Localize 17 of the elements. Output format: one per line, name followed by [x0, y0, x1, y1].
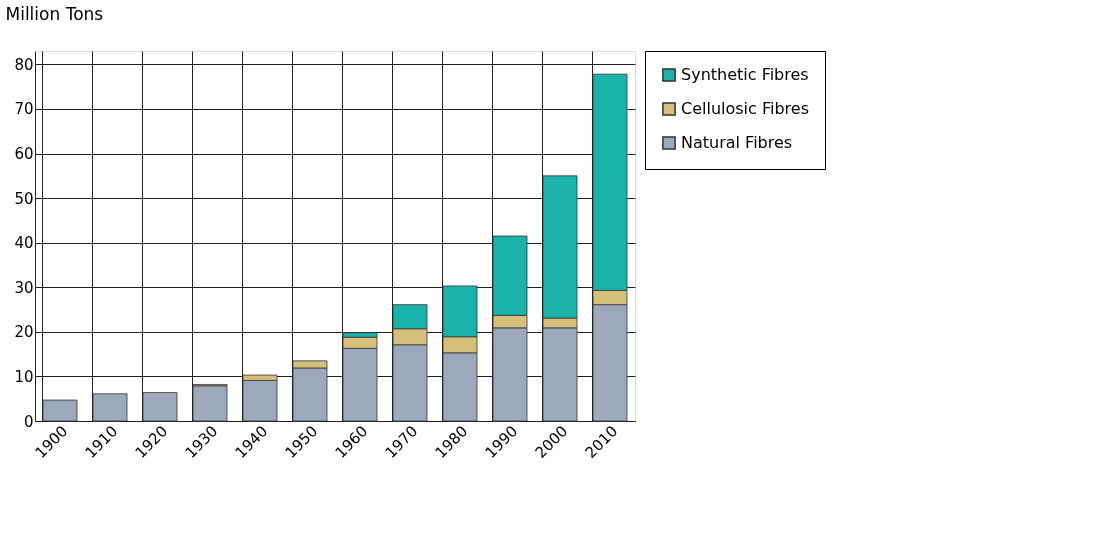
- y-tick-label: 0: [23, 412, 34, 431]
- y-axis-title: Million Tons: [5, 3, 104, 24]
- bar: [192, 385, 228, 422]
- legend-label: Cellulosic Fibres: [681, 99, 809, 118]
- bar: [92, 393, 128, 422]
- y-tick-label: 20: [14, 323, 34, 342]
- y-tick-label: 10: [14, 367, 34, 386]
- y-tick-label: 50: [14, 189, 34, 208]
- y-tick-label: 30: [14, 278, 34, 297]
- legend-label: Natural Fibres: [681, 133, 793, 152]
- bar: [42, 399, 78, 422]
- legend-label: Synthetic Fibres: [681, 65, 809, 84]
- y-tick-label: 60: [14, 145, 34, 164]
- y-tick-label: 70: [14, 100, 34, 119]
- y-tick-label: 80: [14, 55, 34, 74]
- bar: [142, 392, 178, 422]
- y-tick-label: 40: [14, 234, 34, 253]
